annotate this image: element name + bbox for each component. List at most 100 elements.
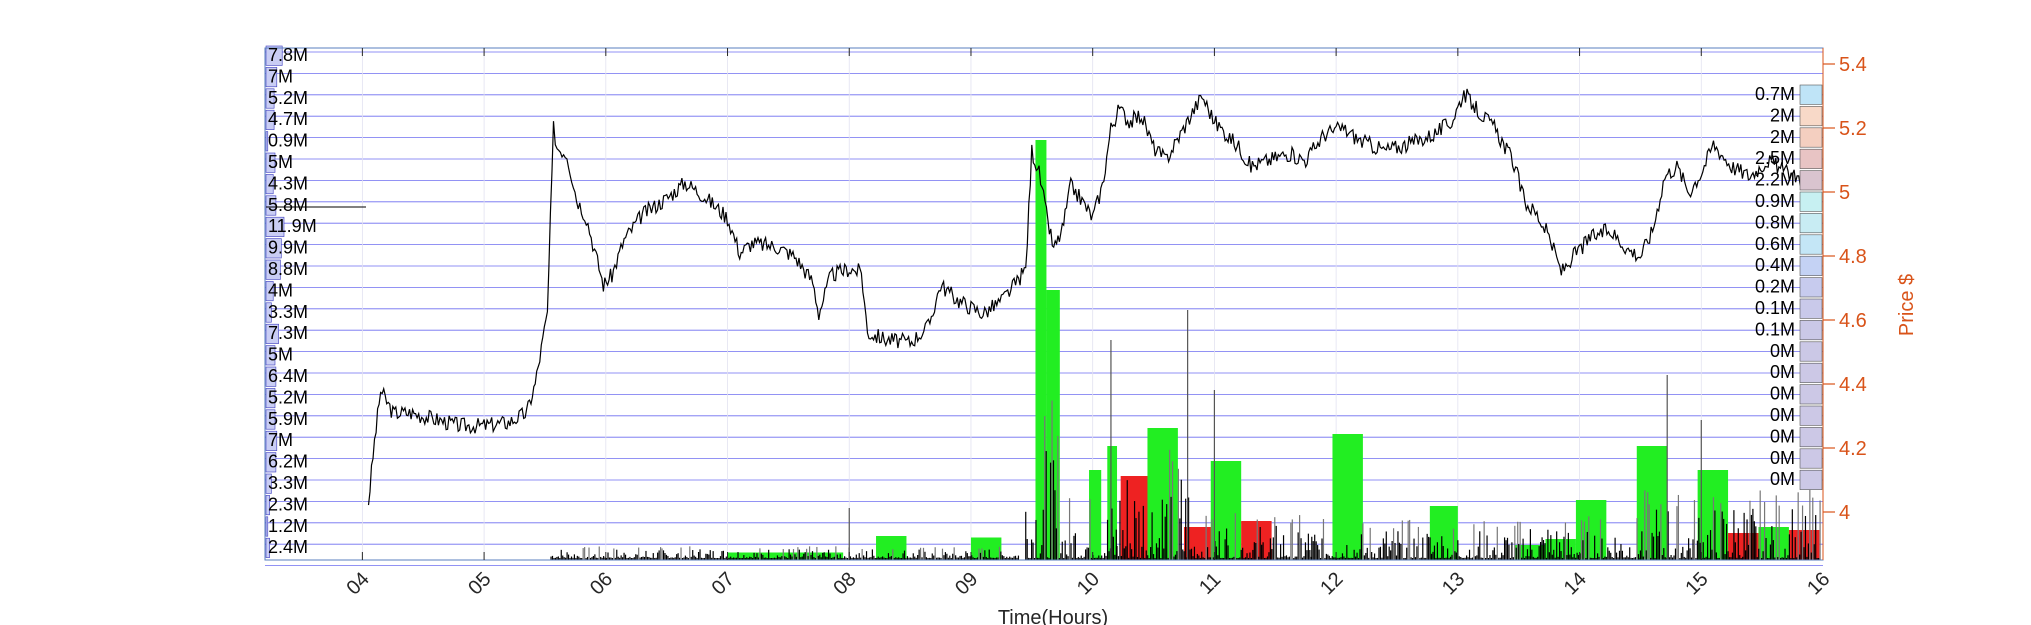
left-volume-label: 5.8M	[268, 195, 308, 215]
price-tick-label: 4.4	[1839, 374, 1867, 396]
volume-bar	[1035, 140, 1047, 560]
right-volume-label: 0.1M	[1755, 319, 1795, 339]
right-profile-box	[1799, 127, 1823, 148]
right-profile-box	[1799, 448, 1823, 469]
left-profile-bar	[265, 452, 277, 473]
left-profile-bar	[265, 131, 269, 152]
x-tick-label: 16	[1803, 568, 1834, 599]
left-profile-bar	[265, 345, 276, 366]
left-volume-label: 5.2M	[268, 387, 308, 407]
left-profile-bar	[265, 409, 276, 430]
price-tick-label: 5	[1839, 182, 1850, 204]
x-tick-label: 14	[1560, 568, 1591, 599]
left-profile-bar	[265, 195, 277, 216]
right-volume-label: 2M	[1770, 105, 1795, 125]
price-tick-label: 5.4	[1839, 54, 1867, 76]
left-profile-bar	[265, 430, 278, 451]
volume-bar	[1332, 434, 1363, 560]
volume-bar	[970, 537, 1002, 560]
x-tick-label: 05	[464, 568, 495, 599]
left-volume-label: 5M	[268, 152, 293, 172]
left-profile-bar	[265, 109, 275, 130]
price-tick-label: 4.8	[1839, 246, 1867, 268]
left-profile-bar	[265, 302, 272, 323]
left-profile-bar	[265, 152, 276, 173]
right-profile-box	[1799, 213, 1823, 234]
right-volume-label: 0M	[1770, 469, 1795, 489]
left-volume-label: 5M	[268, 345, 293, 365]
right-profile-box	[1799, 362, 1823, 383]
x-tick-label: 09	[951, 568, 982, 599]
x-tick-label: 10	[1073, 568, 1104, 599]
left-volume-label: 4M	[268, 280, 293, 300]
left-volume-label: 3.3M	[268, 302, 308, 322]
left-profile-bar	[265, 67, 278, 88]
right-profile-box	[1799, 234, 1823, 255]
x-tick-label: 07	[708, 568, 739, 599]
left-volume-label: 3.3M	[268, 473, 308, 493]
right-profile-box	[1799, 469, 1823, 490]
left-profile-bar	[265, 281, 274, 302]
left-profile-bar	[265, 366, 277, 387]
left-volume-label: 7.8M	[268, 45, 308, 65]
volume-bar	[1241, 521, 1272, 560]
price-tick-label: 4	[1839, 502, 1850, 524]
right-volume-label: 0.2M	[1755, 277, 1795, 297]
price-tick-label: 4.6	[1839, 310, 1867, 332]
left-profile-bar	[265, 88, 275, 109]
price-axis: 4 4.2 4.4 4.6 4.8 5 5.2 5.4	[1822, 48, 1867, 560]
left-volume-label: 0.9M	[268, 131, 308, 151]
right-volume-profile: 0.7M2M2M2.5M2.2M0.9M0.8M0.6M0.4M0.2M0.1M…	[1755, 84, 1823, 490]
right-volume-label: 2M	[1770, 127, 1795, 147]
volume-bar	[1046, 290, 1060, 560]
price-tick-label: 5.2	[1839, 118, 1867, 140]
left-profile-bar	[265, 473, 272, 494]
price-axis-label: Price $	[1896, 274, 1918, 336]
left-profile-bar	[265, 216, 285, 237]
x-axis-label: Time(Hours)	[998, 607, 1108, 625]
right-volume-label: 2.2M	[1755, 170, 1795, 190]
right-volume-label: 0M	[1770, 341, 1795, 361]
left-volume-label: 6.2M	[268, 452, 308, 472]
left-volume-label: 4.3M	[268, 173, 308, 193]
right-profile-box	[1799, 384, 1823, 405]
right-profile-box	[1799, 277, 1823, 298]
left-profile-bar	[265, 174, 274, 195]
x-tick-label: 15	[1681, 568, 1712, 599]
left-volume-label: 11.9M	[268, 216, 317, 236]
right-profile-box	[1799, 427, 1823, 448]
right-volume-label: 0.8M	[1755, 212, 1795, 232]
left-profile-bar	[265, 537, 270, 558]
volume-bar	[1107, 446, 1118, 560]
right-profile-box	[1799, 255, 1823, 276]
left-profile-bar	[265, 238, 282, 259]
x-tick-label: 11	[1195, 569, 1225, 599]
right-profile-box	[1799, 170, 1823, 191]
volume-bar	[1120, 476, 1150, 560]
right-volume-label: 0M	[1770, 448, 1795, 468]
left-volume-label: 5.2M	[268, 88, 308, 108]
right-volume-label: 2.5M	[1755, 148, 1795, 168]
price-tick-label: 4.2	[1839, 438, 1867, 460]
left-volume-label: 7M	[268, 430, 293, 450]
left-volume-label: 2.3M	[268, 494, 308, 514]
right-volume-label: 0.9M	[1755, 191, 1795, 211]
right-volume-label: 0.6M	[1755, 234, 1795, 254]
left-volume-label: 1.2M	[268, 516, 308, 536]
right-volume-label: 0M	[1770, 362, 1795, 382]
volume-bar	[1210, 461, 1242, 560]
left-volume-label: 2.4M	[268, 537, 308, 557]
right-profile-box	[1799, 191, 1823, 212]
right-profile-box	[1799, 320, 1823, 341]
left-profile-bar	[265, 495, 270, 516]
left-volume-label: 4.7M	[268, 109, 308, 129]
right-profile-box	[1799, 341, 1823, 362]
right-volume-label: 0M	[1770, 426, 1795, 446]
volume-bars	[727, 140, 1820, 560]
volume-bar	[1089, 470, 1102, 560]
right-volume-label: 0.7M	[1755, 84, 1795, 104]
left-profile-bar	[265, 516, 269, 537]
left-volume-label: 7.3M	[268, 323, 308, 343]
x-tick-label: 04	[342, 568, 373, 599]
left-volume-label: 6.4M	[268, 366, 308, 386]
